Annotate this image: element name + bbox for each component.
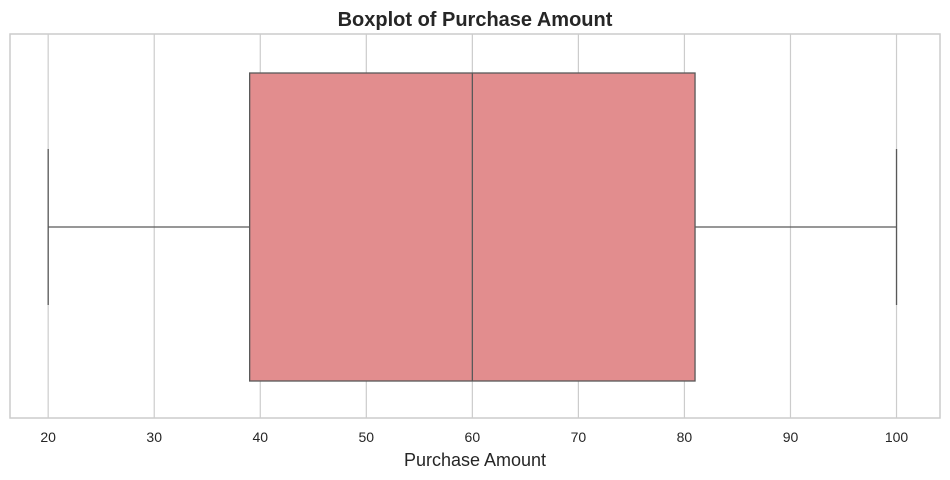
x-tick-label-40: 40 [252,429,268,445]
x-tick-label-90: 90 [783,429,799,445]
chart-title: Boxplot of Purchase Amount [338,9,613,31]
x-tick-label-70: 70 [571,429,587,445]
x-tick-label-100: 100 [885,429,909,445]
plot-area [47,72,898,382]
x-tick-label-80: 80 [677,429,693,445]
x-tick-label-20: 20 [40,429,56,445]
x-axis-ticks: 20 30 40 50 60 70 80 90 100 [40,429,908,445]
x-tick-label-60: 60 [465,429,481,445]
x-tick-label-30: 30 [146,429,162,445]
x-axis-label: Purchase Amount [404,450,546,470]
plot-frame [9,33,941,419]
x-tick-label-50: 50 [359,429,375,445]
